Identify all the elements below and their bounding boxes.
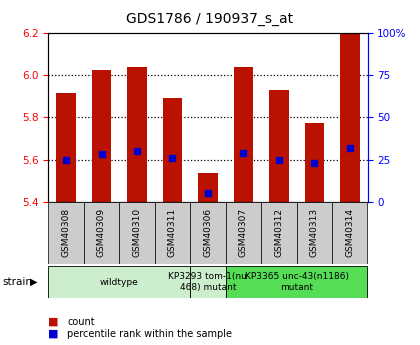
Bar	[269, 90, 289, 202]
Bar	[332, 202, 368, 264]
Text: strain: strain	[2, 277, 32, 287]
Text: GSM40311: GSM40311	[168, 208, 177, 257]
Bar	[127, 67, 147, 202]
Bar	[190, 266, 226, 298]
Bar	[163, 98, 182, 202]
Bar	[198, 173, 218, 202]
Text: ■: ■	[48, 329, 59, 339]
Text: ▶: ▶	[30, 277, 38, 287]
Bar	[297, 202, 332, 264]
Text: GSM40306: GSM40306	[203, 208, 213, 257]
Bar	[234, 67, 253, 202]
Text: GSM40313: GSM40313	[310, 208, 319, 257]
Text: GSM40314: GSM40314	[345, 208, 354, 257]
Bar	[261, 202, 297, 264]
Bar	[84, 202, 119, 264]
Text: GSM40308: GSM40308	[62, 208, 71, 257]
Text: GDS1786 / 190937_s_at: GDS1786 / 190937_s_at	[126, 12, 294, 26]
Bar	[119, 202, 155, 264]
Bar	[226, 266, 368, 298]
Text: KP3365 unc-43(n1186)
mutant: KP3365 unc-43(n1186) mutant	[244, 272, 349, 292]
Text: KP3293 tom-1(nu
468) mutant: KP3293 tom-1(nu 468) mutant	[168, 272, 247, 292]
Text: ■: ■	[48, 317, 59, 326]
Bar	[304, 122, 324, 202]
Bar	[226, 202, 261, 264]
Bar	[340, 34, 360, 202]
Bar	[155, 202, 190, 264]
Bar	[92, 70, 111, 202]
Text: GSM40307: GSM40307	[239, 208, 248, 257]
Bar	[190, 202, 226, 264]
Bar	[48, 266, 190, 298]
Bar	[48, 202, 84, 264]
Text: GSM40312: GSM40312	[274, 208, 284, 257]
Text: GSM40310: GSM40310	[132, 208, 142, 257]
Text: percentile rank within the sample: percentile rank within the sample	[67, 329, 232, 339]
Text: GSM40309: GSM40309	[97, 208, 106, 257]
Text: wildtype: wildtype	[100, 277, 139, 287]
Bar	[56, 93, 76, 202]
Text: count: count	[67, 317, 95, 326]
